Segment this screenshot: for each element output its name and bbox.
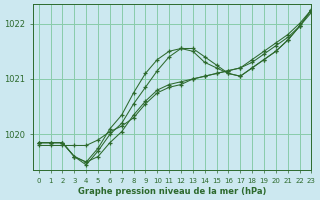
X-axis label: Graphe pression niveau de la mer (hPa): Graphe pression niveau de la mer (hPa) [78, 187, 266, 196]
